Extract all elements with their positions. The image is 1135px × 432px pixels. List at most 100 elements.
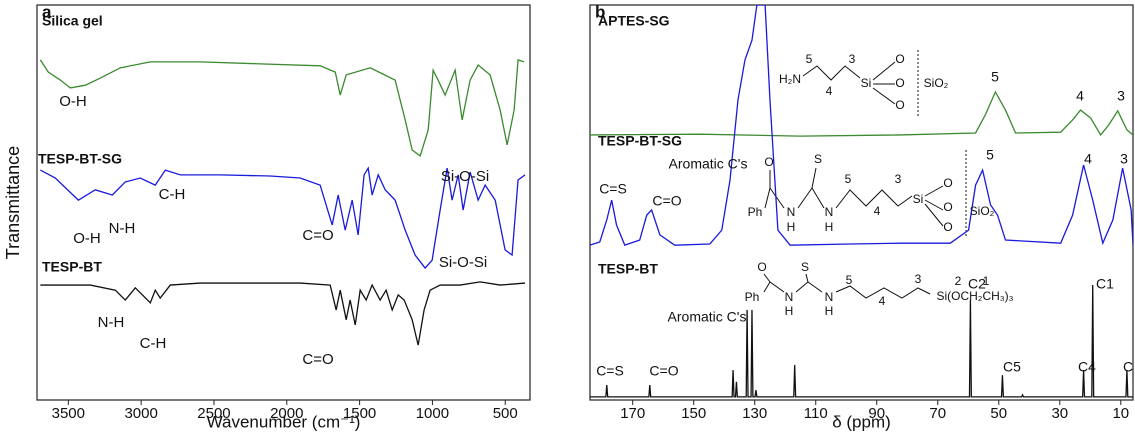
annotation: O — [943, 200, 952, 214]
annotation: O-H — [73, 230, 101, 247]
annotation: 4 — [826, 84, 833, 98]
annotation: 3 — [1120, 151, 1128, 167]
annotation: Aromatic C's — [668, 309, 747, 325]
annotation: C=S — [596, 363, 624, 379]
panel-label: b — [595, 2, 605, 21]
y-axis-label: Transmittance — [3, 146, 23, 259]
annotation: C-H — [140, 335, 167, 352]
annotation: C2 — [968, 276, 986, 292]
annotation: 5 — [845, 172, 852, 186]
annotation: C=O — [649, 363, 678, 379]
annotation: Si-O-Si — [441, 168, 489, 185]
series-group — [590, 5, 1133, 398]
annotation: 5 — [991, 69, 999, 85]
annotation: O — [943, 220, 952, 234]
spectrum-line — [40, 166, 526, 270]
annotation: O — [895, 98, 904, 112]
annotation: 5 — [846, 273, 853, 287]
annotation: 4 — [1084, 151, 1092, 167]
x-tick-label: 3500 — [52, 405, 85, 422]
series-label: TESP-BT-SG — [598, 133, 682, 149]
annotation: Si — [913, 192, 924, 206]
annotation: SiO₂ — [924, 76, 949, 90]
annotation: O — [757, 260, 766, 274]
annotation: N — [787, 205, 796, 219]
x-tick-label: 170 — [620, 405, 645, 422]
annotation: 4 — [1076, 88, 1084, 104]
annotation: 5 — [806, 52, 813, 66]
annotation: C1 — [1096, 276, 1114, 292]
annotation: N — [825, 205, 834, 219]
x-tick-label: 150 — [681, 405, 706, 422]
annotation: 3 — [849, 52, 856, 66]
x-tick-label: 70 — [929, 405, 946, 422]
annotation: N — [785, 290, 794, 304]
series-label: TESP-BT — [598, 261, 658, 277]
x-axis-label: Wavenumber (cm⁻¹) — [207, 412, 361, 431]
series-label: TESP-BT — [42, 259, 102, 275]
x-tick-label: 30 — [1051, 405, 1068, 422]
x-tick-label: 50 — [990, 405, 1007, 422]
annotation: Si — [861, 76, 872, 90]
x-tick-label: 3000 — [124, 405, 157, 422]
annotation: Si(OCH₂CH₃)₃ — [936, 289, 1013, 303]
structure-bonds — [763, 50, 967, 299]
x-tick-label: 110 — [804, 405, 828, 422]
annotation: N — [825, 290, 834, 304]
annotation: Ph — [748, 205, 763, 219]
plot-frame — [36, 4, 531, 401]
annotation: C4 — [1078, 359, 1096, 375]
annotation: C5 — [1003, 359, 1021, 375]
annotation: N-H — [109, 220, 136, 237]
annotation: S — [814, 152, 822, 166]
spectrum-line — [590, 5, 1133, 246]
annotation: H — [825, 304, 834, 318]
annotation: H — [787, 220, 796, 234]
annotation: Aromatic C's — [669, 156, 748, 172]
annotation: O — [764, 155, 773, 169]
x-tick-label: 130 — [742, 405, 767, 422]
spectrum-line — [39, 59, 525, 157]
annotation: 5 — [986, 147, 994, 163]
x-tick-label: 500 — [493, 405, 518, 422]
series-group — [39, 59, 526, 346]
annotation: C=O — [302, 351, 333, 368]
x-tick-label: 90 — [868, 405, 885, 422]
annotation: H₂N — [779, 72, 801, 86]
annotation: 4 — [874, 204, 881, 218]
plot-frame — [589, 4, 1134, 401]
annotation: SiO₂ — [970, 204, 995, 218]
spectrum-line — [590, 90, 1133, 137]
spectrum-line — [590, 285, 1133, 398]
annotation: 3 — [1117, 88, 1125, 104]
x-tick-label: 2000 — [270, 405, 303, 422]
annotation: 3 — [915, 272, 922, 286]
annotation: 1 — [983, 274, 990, 288]
series-label: TESP-BT-SG — [38, 151, 122, 167]
annotation: C=O — [302, 227, 333, 244]
annotation: C=O — [652, 193, 681, 209]
series-label: Silica gel — [42, 13, 103, 29]
x-tick-label: 2500 — [197, 405, 230, 422]
annotation: H — [825, 220, 834, 234]
spectrum-line — [40, 281, 526, 346]
annotation: O — [943, 176, 952, 190]
annotation: C=S — [599, 181, 627, 197]
panel-label: a — [42, 2, 52, 21]
annotation: H — [785, 304, 794, 318]
annotation: 2 — [955, 274, 962, 288]
x-tick-label: 1000 — [416, 405, 449, 422]
annotation: O-H — [59, 93, 87, 110]
x-axis-label: δ (ppm) — [832, 412, 891, 431]
x-tick-label: 10 — [1112, 405, 1129, 422]
annotation: O — [895, 52, 904, 66]
annotation: Si-O-Si — [439, 254, 487, 271]
annotation: 3 — [895, 172, 902, 186]
annotation: O — [895, 76, 904, 90]
series-label: APTES-SG — [598, 13, 670, 29]
annotation: S — [801, 260, 809, 274]
annotation: C — [1123, 359, 1133, 375]
annotation: N-H — [98, 314, 125, 331]
x-tick-label: 1500 — [343, 405, 376, 422]
